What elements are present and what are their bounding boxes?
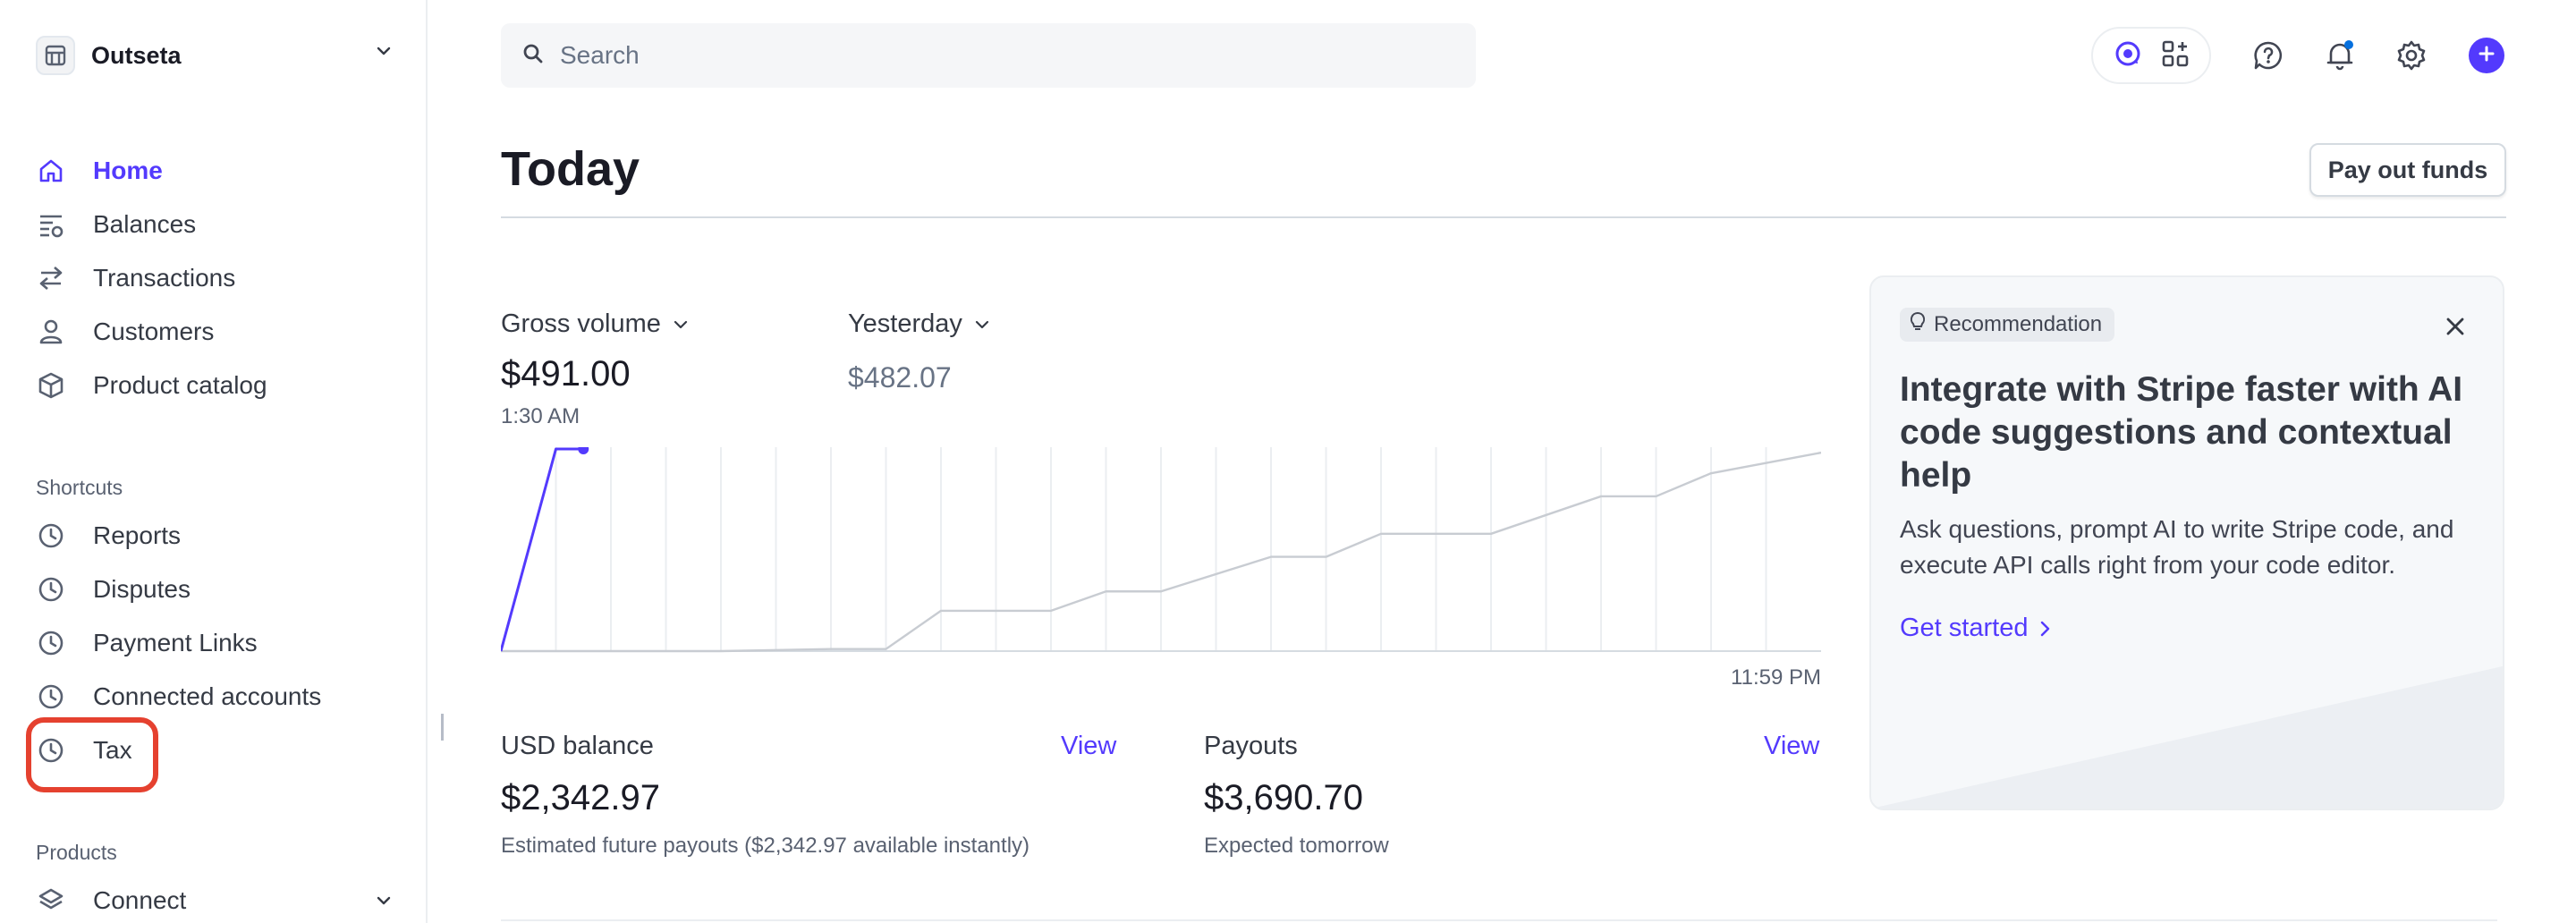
balances-icon: [36, 209, 66, 240]
usd-balance-value: $2,342.97: [501, 778, 660, 817]
series-line-today: [501, 447, 584, 652]
shortcut-connected-accounts[interactable]: Connected accounts: [36, 674, 394, 719]
gross-volume-chart[interactable]: [501, 447, 1821, 653]
help-icon[interactable]: [2250, 38, 2286, 73]
nav-item-label: Home: [93, 157, 163, 184]
usd-balance-subtext: Estimated future payouts ($2,342.97 avai…: [501, 834, 1030, 858]
page-title: Today: [501, 142, 640, 196]
get-started-link[interactable]: Get started: [1900, 614, 2053, 643]
account-name: Outseta: [91, 41, 182, 69]
notifications-bell-icon[interactable]: [2322, 38, 2358, 73]
close-icon[interactable]: [2440, 311, 2470, 342]
product-connect[interactable]: Connect: [36, 878, 394, 923]
search-icon: [522, 43, 544, 69]
card-decoration: [1871, 665, 2503, 809]
home-icon: [36, 156, 66, 186]
compare-period-selector[interactable]: Yesterday: [848, 309, 991, 339]
link-label: Get started: [1900, 614, 2029, 642]
usd-balance-view-link[interactable]: View: [1061, 732, 1117, 760]
clock-icon: [36, 735, 66, 766]
shortcut-label: Disputes: [93, 575, 191, 603]
search-placeholder: Search: [560, 41, 640, 69]
compare-label: Yesterday: [848, 309, 962, 338]
settings-gear-icon[interactable]: [2394, 38, 2429, 73]
nav-item-customers[interactable]: Customers: [36, 309, 394, 354]
chart-end-time: 11:59 PM: [1731, 665, 1821, 690]
assistant-apps-group: [2091, 27, 2211, 84]
clock-icon: [36, 574, 66, 605]
nav-item-home[interactable]: Home: [36, 148, 394, 193]
gross-volume-time: 1:30 AM: [501, 404, 580, 428]
chevron-right-icon: [2041, 621, 2050, 636]
recommendation-card: Recommendation Integrate with Stripe fas…: [1869, 275, 2504, 810]
lightbulb-icon: [1909, 311, 1927, 339]
nav-item-product-catalog[interactable]: Product catalog: [36, 363, 394, 408]
account-switcher[interactable]: Outseta: [36, 36, 394, 75]
sidebar: Outseta Home Balances Transactions Custo…: [0, 0, 428, 923]
shortcut-label: Connected accounts: [93, 682, 322, 710]
chevron-down-icon: [674, 320, 687, 328]
search-input[interactable]: Search: [501, 23, 1476, 88]
nav-item-label: Transactions: [93, 264, 236, 292]
recommendation-title: Integrate with Stripe faster with AI cod…: [1900, 370, 2463, 495]
shortcut-label: Reports: [93, 521, 182, 549]
badge-label: Recommendation: [1934, 312, 2103, 336]
clock-icon: [36, 628, 66, 658]
shortcuts-heading: Shortcuts: [36, 476, 123, 499]
metric-label: Gross volume: [501, 309, 661, 338]
products-heading: Products: [36, 841, 117, 864]
store-icon: [36, 36, 75, 75]
shortcut-reports[interactable]: Reports: [36, 513, 394, 558]
payouts-view-link[interactable]: View: [1764, 732, 1820, 760]
highlight-annotation: [26, 717, 158, 792]
shortcut-disputes[interactable]: Disputes: [36, 567, 394, 612]
current-point-marker: [578, 447, 589, 454]
compare-value: $482.07: [848, 361, 952, 394]
chevron-down-icon: [975, 320, 989, 328]
nav-item-balances[interactable]: Balances: [36, 202, 394, 247]
chevron-down-icon: [374, 41, 394, 65]
shortcut-label: Payment Links: [93, 629, 258, 656]
nav-item-label: Customers: [93, 318, 215, 345]
arrows-swap-icon: [36, 263, 66, 293]
nav-item-transactions[interactable]: Transactions: [36, 256, 394, 301]
apps-icon[interactable]: [2160, 38, 2190, 73]
section-divider: [501, 919, 2497, 921]
chevron-down-icon: [374, 891, 394, 915]
shortcut-label: Tax: [93, 736, 132, 764]
recommendation-body: Ask questions, prompt AI to write Stripe…: [1900, 515, 2454, 579]
shortcut-payment-links[interactable]: Payment Links: [36, 621, 394, 665]
person-icon: [36, 317, 66, 347]
usd-balance-label: USD balance: [501, 732, 654, 760]
layers-icon: [36, 885, 66, 916]
box-icon: [36, 370, 66, 401]
assistant-icon[interactable]: [2113, 38, 2143, 73]
product-label: Connect: [93, 886, 187, 914]
clock-icon: [36, 682, 66, 712]
header-divider: [501, 216, 2506, 218]
sidebar-resize-handle[interactable]: [441, 714, 444, 741]
series-line-yesterday: [501, 451, 1821, 653]
create-new-button[interactable]: [2469, 38, 2504, 73]
nav-item-label: Product catalog: [93, 371, 267, 399]
gross-volume-value: $491.00: [501, 354, 631, 394]
shortcut-tax[interactable]: Tax: [36, 728, 394, 773]
gross-volume-selector[interactable]: Gross volume: [501, 309, 690, 339]
pay-out-funds-button[interactable]: Pay out funds: [2309, 143, 2506, 197]
payouts-label: Payouts: [1204, 732, 1298, 760]
recommendation-badge: Recommendation: [1900, 308, 2115, 342]
plus-icon: [2478, 45, 2496, 67]
payouts-value: $3,690.70: [1204, 778, 1363, 817]
nav-item-label: Balances: [93, 210, 197, 238]
clock-icon: [36, 521, 66, 551]
payouts-subtext: Expected tomorrow: [1204, 834, 1389, 858]
